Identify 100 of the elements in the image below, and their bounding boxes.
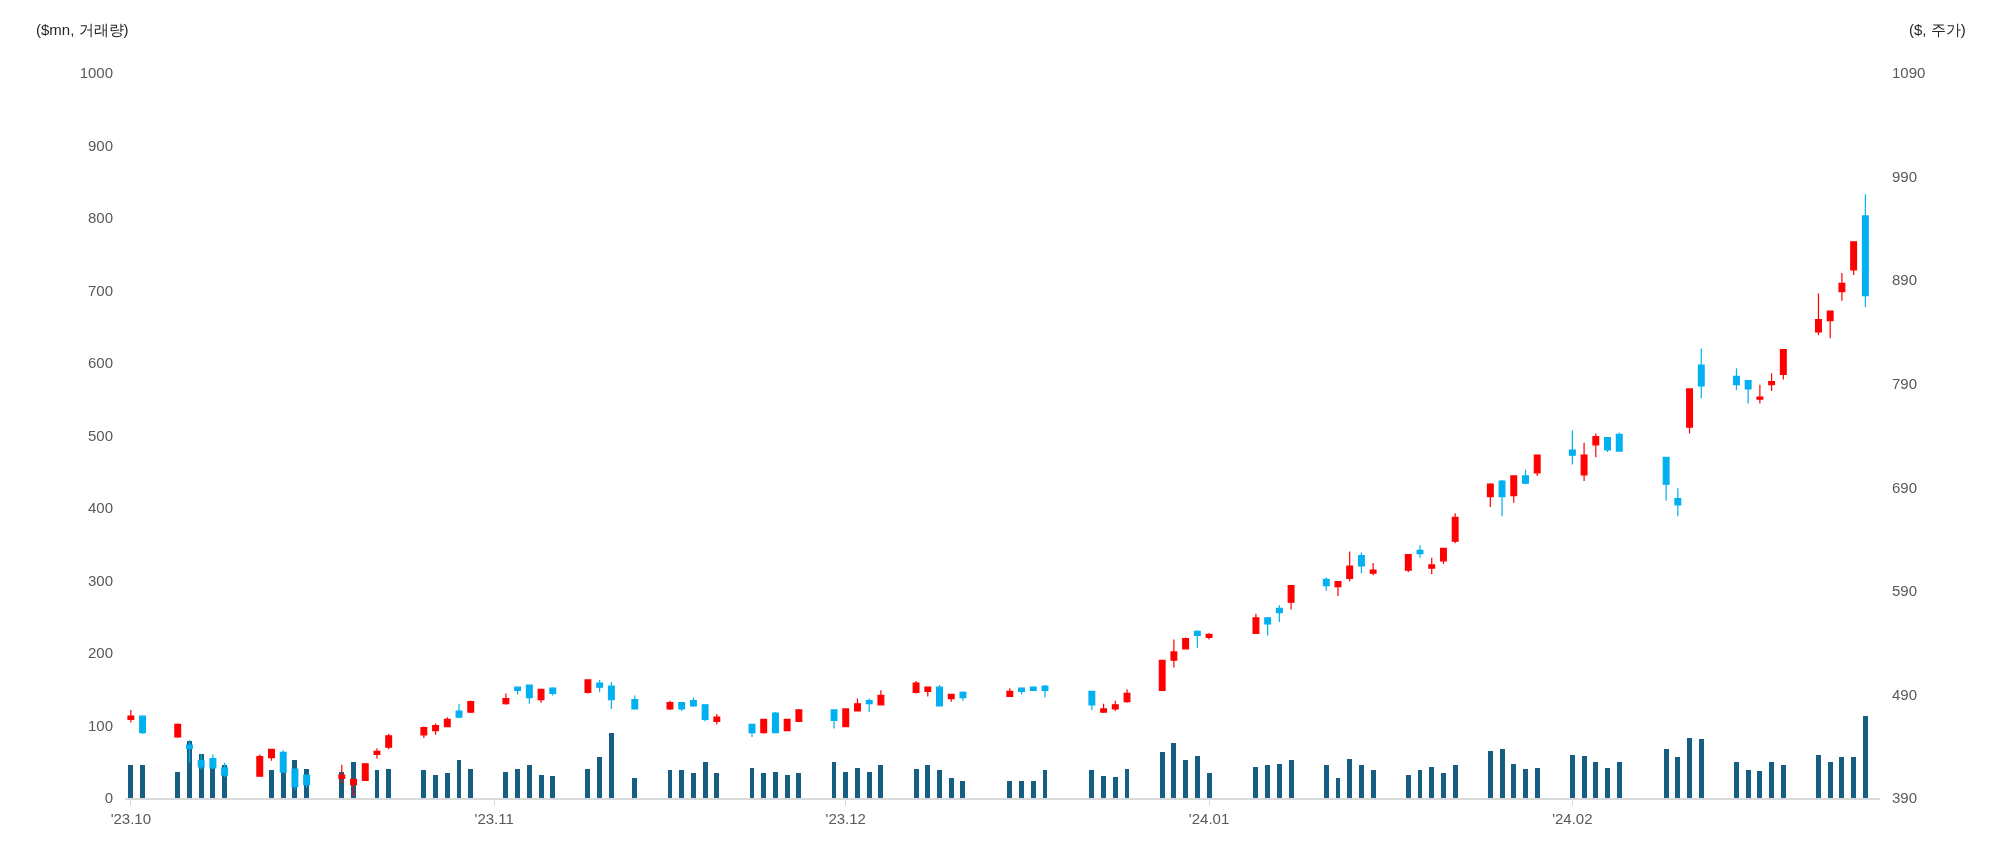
bar [1816,755,1821,798]
candlestick [1182,636,1190,650]
candlestick [830,709,838,730]
candlestick [443,716,451,728]
bar [1429,767,1434,798]
bar [1535,768,1540,798]
candlestick [1838,272,1846,302]
bar [914,769,919,798]
bar [1781,765,1786,798]
bar [1500,749,1505,798]
bar [1511,764,1516,798]
bar [1488,751,1493,798]
bar [1605,768,1610,798]
bar [1160,752,1165,798]
bar [1418,770,1422,798]
bar [1031,781,1036,798]
bar [1195,756,1200,798]
candlestick [1756,384,1764,404]
candlestick [689,696,697,708]
x-tick-label: '23.11 [474,810,514,827]
bar [468,769,473,798]
bar [703,762,708,798]
bar [1113,777,1118,798]
y-tick-label: 500 [87,426,113,444]
candlestick [139,714,147,735]
candlestick [584,679,592,694]
bar [1347,759,1352,798]
y2-tick-label: 690 [1892,478,1918,496]
bar [679,770,684,798]
bar [140,765,145,798]
bar [949,778,954,798]
candlestick [502,692,510,705]
candlestick [854,697,861,712]
bar [421,770,426,798]
y2-axis-title: ($, 주가) [1909,21,1966,38]
bar [1851,757,1856,798]
bar [714,773,719,798]
candlestick [912,680,920,694]
candlestick [1322,576,1330,592]
candlestick [1568,429,1576,466]
candlestick [1006,687,1014,698]
candlestick [936,684,943,707]
candlestick [1861,193,1869,308]
candlestick [795,708,803,722]
bar [457,760,461,798]
bar [1441,773,1446,798]
candlestick [713,713,721,726]
candlestick [1604,436,1611,453]
candlestick [947,693,955,703]
bar [210,768,215,798]
candlestick [607,681,615,710]
y2-tick-label: 390 [1892,789,1918,807]
candlestick [1498,479,1506,517]
y2-tick-label: 590 [1892,582,1918,600]
bar [691,773,696,798]
candlestick [1287,585,1295,611]
y2-tick-label: 490 [1892,685,1918,703]
bar [128,765,133,798]
bar [539,775,544,798]
candlestick [1428,557,1436,575]
bar [1582,756,1587,798]
bar [1007,781,1012,798]
candlestick [1732,367,1740,391]
y-tick-label: 700 [87,281,113,299]
bar [1523,769,1528,798]
candlestick [959,690,967,702]
bar [1043,770,1047,798]
candlestick [1615,431,1623,452]
bar [1734,762,1739,798]
bar [1371,770,1376,798]
bar [925,765,930,798]
bar [1253,767,1258,798]
candlestick [1779,348,1787,381]
y-tick-label: 800 [87,209,113,227]
bar [855,768,860,798]
candlestick [1522,469,1529,485]
candlestick [549,686,557,697]
candlestick [760,718,768,735]
candlestick [1662,456,1670,502]
bar [1757,771,1762,798]
candlestick [1697,347,1705,399]
y-tick-label: 1000 [79,64,113,82]
candlestick [1439,547,1447,565]
candlestick [373,747,381,760]
bar [1277,764,1282,798]
candlestick [432,722,440,736]
candlestick [1451,512,1459,544]
candlestick [1334,580,1342,597]
candlestick [596,679,604,693]
y-tick-label: 400 [87,499,113,517]
bar [1406,775,1411,798]
bar [503,772,508,798]
bar [386,769,391,798]
candlestick [924,686,932,698]
candlestick [1170,638,1178,669]
bar [375,770,379,798]
bar [750,768,754,798]
bar [960,781,965,798]
y2-tick-label: 790 [1892,374,1918,392]
candlestick [1158,659,1166,691]
